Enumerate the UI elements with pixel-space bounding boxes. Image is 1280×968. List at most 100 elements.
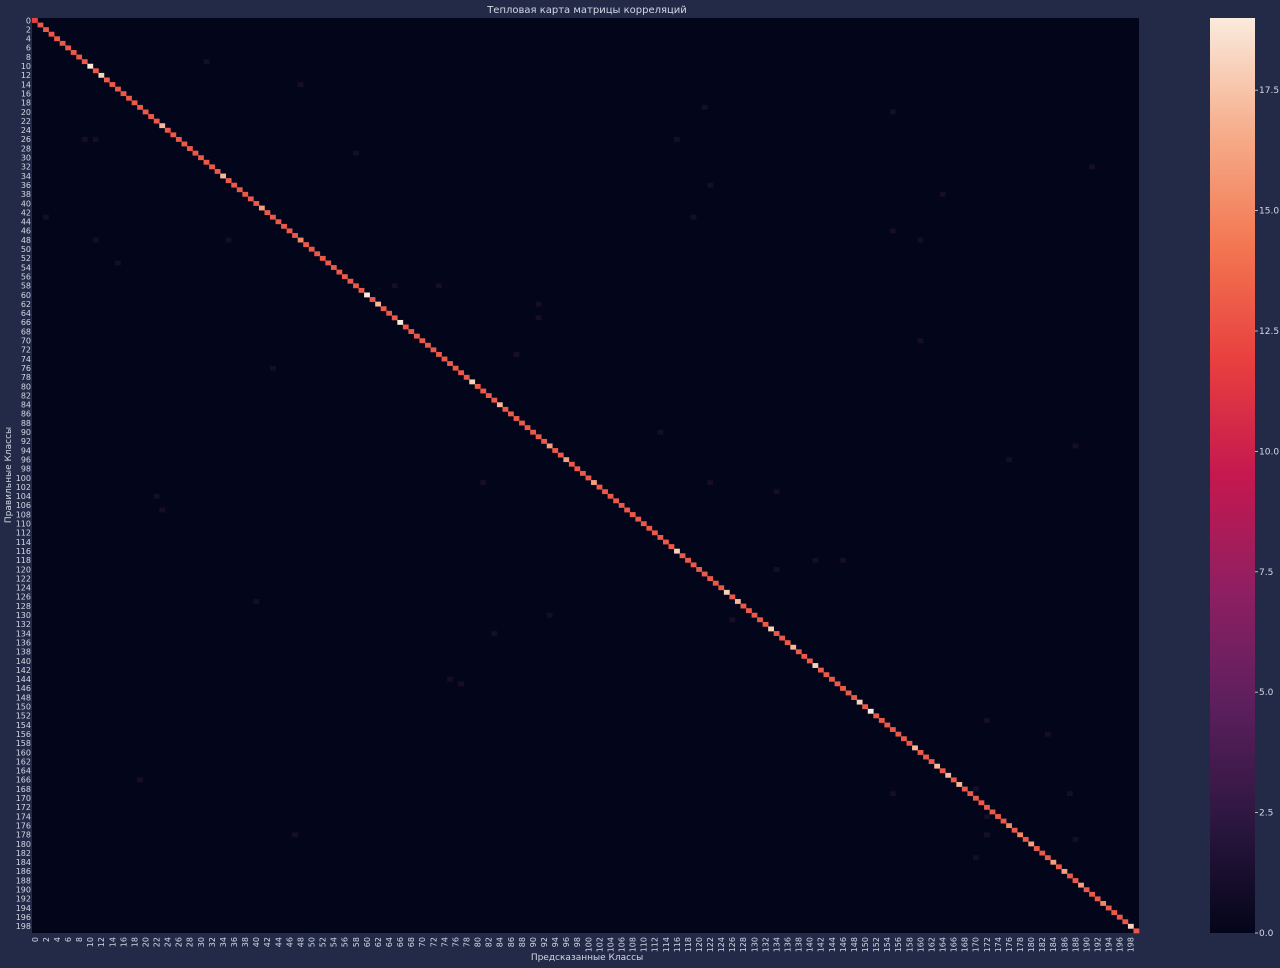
x-tick-label: 178 bbox=[1016, 937, 1025, 952]
y-tick-label: 48 bbox=[21, 236, 31, 245]
x-tick-label: 176 bbox=[1005, 937, 1014, 952]
heatmap-cell bbox=[353, 283, 359, 289]
x-tick-label: 6 bbox=[64, 937, 73, 942]
colorbar-ticks: 0.0 2.5 5.0 7.5 10.0 12.5 15.0 17.5 bbox=[1255, 86, 1279, 939]
heatmap-cell bbox=[773, 489, 780, 495]
heatmap-cell bbox=[153, 493, 160, 499]
heatmap-cell bbox=[690, 214, 697, 220]
heatmap-cell bbox=[928, 759, 935, 765]
heatmap-cell bbox=[845, 690, 852, 696]
y-tick-label: 88 bbox=[21, 419, 31, 428]
y-tick-label: 26 bbox=[21, 135, 31, 144]
heatmap-cell bbox=[98, 72, 105, 78]
heatmap-cell bbox=[203, 159, 210, 165]
heatmap-cell bbox=[1089, 164, 1096, 170]
heatmap-cell bbox=[32, 18, 38, 23]
colorbar-tick-label: 0.0 bbox=[1259, 929, 1274, 939]
heatmap-cell bbox=[878, 717, 885, 723]
x-tick-label: 82 bbox=[485, 937, 494, 947]
heatmap-cell bbox=[1105, 905, 1112, 911]
heatmap-cell bbox=[253, 201, 260, 206]
heatmap-cell bbox=[485, 393, 492, 399]
heatmap-cell bbox=[375, 301, 381, 307]
x-tick-label: 58 bbox=[352, 937, 361, 947]
heatmap-cell bbox=[474, 384, 481, 389]
heatmap-cell bbox=[679, 553, 686, 559]
y-tick-label: 108 bbox=[16, 510, 31, 519]
heatmap-cell bbox=[972, 855, 979, 861]
heatmap-cell bbox=[989, 809, 996, 815]
heatmap-cell bbox=[546, 443, 553, 449]
heatmap-cell bbox=[889, 791, 896, 797]
y-tick-label: 178 bbox=[16, 831, 31, 840]
x-tick-label: 198 bbox=[1127, 937, 1136, 952]
heatmap-cell bbox=[939, 191, 946, 197]
heatmap-cell bbox=[851, 695, 858, 700]
heatmap-cell bbox=[984, 832, 990, 838]
y-tick-label: 174 bbox=[16, 812, 31, 821]
heatmap-cell bbox=[707, 576, 714, 582]
heatmap-cell bbox=[530, 429, 536, 435]
heatmap-cell bbox=[469, 379, 476, 385]
x-tick-label: 72 bbox=[429, 937, 438, 947]
heatmap-cell bbox=[524, 425, 531, 431]
x-tick-label: 80 bbox=[474, 937, 483, 947]
heatmap-cell bbox=[330, 265, 337, 270]
heatmap-cell bbox=[131, 100, 138, 106]
x-tick-label: 170 bbox=[972, 937, 981, 952]
heatmap-cell bbox=[103, 77, 110, 83]
x-tick-label: 154 bbox=[883, 937, 892, 952]
heatmap-cell bbox=[1044, 855, 1051, 861]
y-tick-label: 32 bbox=[21, 163, 31, 172]
heatmap-cell bbox=[978, 800, 985, 806]
y-tick-label: 132 bbox=[16, 620, 31, 629]
y-tick-label: 184 bbox=[16, 858, 31, 867]
heatmap-cell bbox=[1028, 841, 1035, 847]
heatmap-cell bbox=[1067, 873, 1073, 879]
heatmap-cell bbox=[613, 498, 620, 504]
x-tick-label: 0 bbox=[31, 937, 40, 942]
heatmap-cell bbox=[292, 832, 298, 838]
heatmap-cell bbox=[43, 27, 49, 33]
x-tick-label: 116 bbox=[673, 937, 682, 952]
heatmap-cell bbox=[1083, 887, 1090, 893]
y-tick-label: 44 bbox=[21, 218, 31, 227]
x-tick-label: 84 bbox=[496, 937, 505, 947]
y-tick-label: 128 bbox=[16, 602, 31, 611]
x-tick-label: 52 bbox=[319, 937, 328, 947]
heatmap-cell bbox=[1050, 859, 1057, 865]
heatmap-cell bbox=[757, 617, 763, 623]
heatmap-cell bbox=[906, 740, 913, 746]
heatmap-cell bbox=[657, 429, 664, 435]
heatmap-cell bbox=[81, 59, 88, 65]
x-tick-label: 98 bbox=[573, 937, 582, 947]
heatmap-cell bbox=[126, 95, 132, 101]
heatmap-cell bbox=[984, 804, 990, 810]
y-tick-label: 36 bbox=[21, 181, 31, 190]
heatmap-cell bbox=[585, 475, 592, 481]
heatmap-cell bbox=[646, 525, 653, 531]
x-tick-label: 32 bbox=[208, 937, 217, 947]
y-tick-label: 180 bbox=[16, 840, 31, 849]
heatmap-cell bbox=[380, 306, 387, 312]
y-tick-label: 90 bbox=[21, 428, 31, 437]
y-tick-label: 46 bbox=[21, 227, 31, 236]
heatmap-cell bbox=[795, 649, 802, 655]
x-tick-label: 14 bbox=[108, 937, 117, 947]
x-tick-label: 138 bbox=[795, 937, 804, 952]
heatmap-cell bbox=[773, 567, 780, 572]
heatmap-cell bbox=[115, 260, 121, 266]
x-tick-label: 108 bbox=[629, 937, 638, 952]
heatmap-cell bbox=[43, 214, 49, 220]
heatmap-cell bbox=[912, 745, 918, 751]
heatmap-cell bbox=[292, 233, 298, 238]
y-tick-label: 60 bbox=[21, 291, 31, 300]
heatmap-cell bbox=[424, 342, 431, 348]
heatmap-cell bbox=[247, 196, 254, 202]
heatmap-cell bbox=[1072, 878, 1079, 883]
y-tick-label: 96 bbox=[21, 456, 31, 465]
x-tick-label: 126 bbox=[728, 937, 737, 952]
heatmap-cell bbox=[712, 580, 719, 586]
heatmap-cell bbox=[591, 480, 597, 485]
